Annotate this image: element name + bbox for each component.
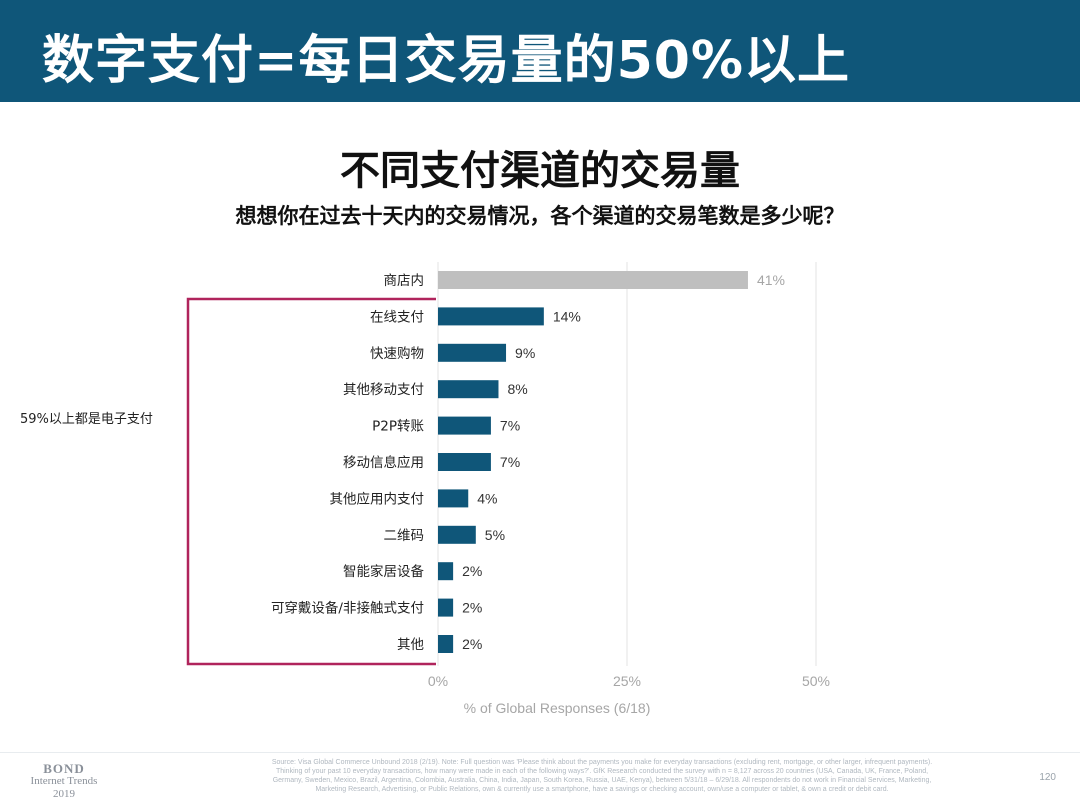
bar (438, 380, 499, 399)
category-label: 二维码 (384, 528, 425, 544)
bar (438, 598, 454, 617)
electronic-payment-bracket (186, 297, 436, 666)
bar-chart: 0% 25% 50% % of Global Responses (6/18) 商店内 4… (20, 262, 830, 716)
header-bar: 数字支付=每日交易量的50%以上 (0, 0, 1080, 102)
logo-line-1: BOND (43, 761, 85, 776)
x-tick-label: 0% (428, 673, 448, 689)
bar (438, 271, 748, 289)
category-label: 商店内 (384, 273, 425, 289)
bar (438, 343, 507, 362)
x-tick-label: 25% (613, 673, 641, 689)
value-label: 9% (515, 345, 535, 361)
page-number: 120 (1039, 772, 1056, 783)
bar (438, 562, 454, 581)
value-label: 5% (485, 527, 505, 543)
value-label: 2% (462, 600, 482, 616)
bar (438, 453, 491, 471)
bar (438, 525, 476, 544)
value-label: 4% (477, 490, 497, 506)
value-label: 14% (553, 308, 581, 324)
x-axis-label: % of Global Responses (6/18) (464, 700, 651, 716)
bar (438, 416, 491, 435)
source-note: Source: Visa Global Commerce Unbound 201… (271, 759, 933, 793)
value-label: 7% (500, 418, 520, 434)
value-label: 2% (462, 563, 482, 579)
footer-divider (0, 752, 1080, 753)
slide-title: 数字支付=每日交易量的50%以上 (42, 31, 851, 91)
category-label: 智能家居设备 (343, 563, 424, 580)
bracket-label: 59%以上都是电子支付 (20, 412, 153, 427)
category-label: 其他移动支付 (343, 382, 424, 398)
logo-line-3: 2019 (53, 788, 75, 800)
category-label: 在线支付 (370, 309, 424, 325)
category-label: 移动信息应用 (343, 454, 424, 471)
logo-line-2: Internet Trends (30, 775, 98, 787)
value-label: 7% (500, 454, 520, 470)
category-label: 可穿戴设备/非接触式支付 (271, 600, 424, 617)
category-label: 其他应用内支付 (330, 490, 425, 507)
bar (438, 635, 454, 653)
category-label: 快速购物 (370, 346, 424, 362)
bar (438, 489, 469, 508)
value-label: 8% (507, 381, 527, 397)
bar (438, 307, 544, 326)
chart-title: 不同支付渠道的交易量 (340, 148, 740, 194)
category-label: P2P转账 (372, 419, 424, 435)
category-label: 其他 (397, 637, 424, 653)
value-label: 41% (757, 272, 785, 288)
value-label: 2% (462, 636, 482, 652)
x-tick-label: 50% (802, 673, 830, 689)
bond-logo: BOND Internet Trends 2019 (22, 762, 106, 801)
chart-subtitle: 想想你在过去十天内的交易情况，各个渠道的交易笔数是多少呢？ (235, 204, 845, 228)
